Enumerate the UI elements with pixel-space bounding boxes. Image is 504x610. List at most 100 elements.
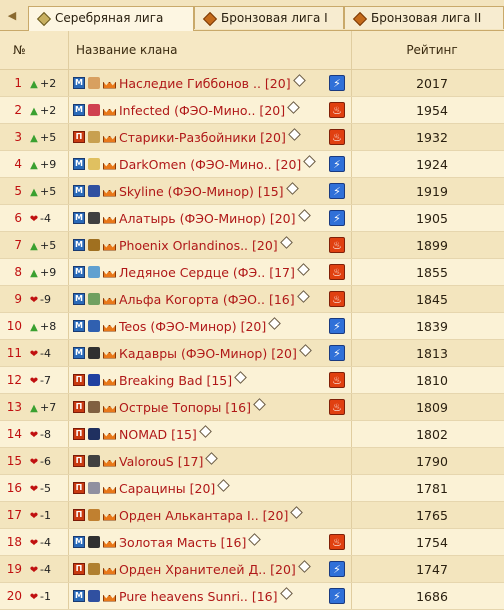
tab-silver-league[interactable]: Серебряная лига [28, 6, 194, 31]
clan-info-icon[interactable] [253, 398, 266, 411]
clan-info-icon[interactable] [297, 263, 310, 276]
clan-name-link[interactable]: Старики-Разбойники [20] [119, 130, 286, 145]
clan-name-link[interactable]: Breaking Bad [15] [119, 373, 232, 388]
rank-cell: 15❤-6 [0, 448, 69, 475]
clan-info-icon[interactable] [217, 479, 230, 492]
clan-type-badge-icon: П [73, 482, 85, 494]
clan-name-link[interactable]: Золотая Масть [16] [119, 535, 246, 550]
clan-name-link[interactable]: Альфа Когорта (ФЭО.. [16] [119, 292, 295, 307]
clan-info-icon[interactable] [297, 290, 310, 303]
clan-info-icon[interactable] [298, 560, 311, 573]
clan-info-icon[interactable] [234, 371, 247, 384]
clan-emblem-icon [88, 401, 100, 413]
lightning-icon: ⚡ [329, 561, 345, 577]
lightning-icon: ⚡ [329, 75, 345, 91]
clan-info-icon[interactable] [268, 317, 281, 330]
clan-type-badge-icon: M [73, 320, 85, 332]
clan-name-link[interactable]: Орден Хранителей Д.. [20] [119, 562, 296, 577]
clan-info-icon[interactable] [303, 155, 316, 168]
rank-number: 2 [0, 103, 22, 117]
clan-name-link[interactable]: Алатырь (ФЭО-Минор) [20] [119, 211, 296, 226]
back-arrow-icon[interactable]: ◀ [4, 8, 20, 24]
clan-info-icon[interactable] [206, 452, 219, 465]
rank-cell: 7▲+5 [0, 232, 69, 259]
clan-type-badge-icon: П [73, 131, 85, 143]
arrow-up-icon: ▲ [28, 160, 40, 171]
clan-info-icon[interactable] [290, 506, 303, 519]
clan-name-link[interactable]: Skyline (ФЭО-Минор) [15] [119, 184, 284, 199]
clan-info-icon[interactable] [280, 236, 293, 249]
crown-icon [103, 537, 116, 548]
clan-name-link[interactable]: NOMAD [15] [119, 427, 197, 442]
clan-emblem-icon [88, 104, 100, 116]
fire-icon: ♨ [329, 291, 345, 307]
clan-name-link[interactable]: Phoenix Orlandinos.. [20] [119, 238, 278, 253]
clan-info-icon[interactable] [298, 209, 311, 222]
rank-number: 20 [0, 589, 22, 603]
crown-icon [103, 348, 116, 359]
clan-info-icon[interactable] [299, 344, 312, 357]
clan-emblem-icon [88, 266, 100, 278]
clan-name-link[interactable]: Ледяное Сердце (ФЭ.. [17] [119, 265, 295, 280]
clan-name-link[interactable]: DarkOmen (ФЭО-Мино.. [20] [119, 157, 301, 172]
lightning-icon: ⚡ [329, 183, 345, 199]
clan-cell: П Сарацины [20] [69, 475, 352, 502]
fire-icon: ♨ [329, 129, 345, 145]
clan-name-link[interactable]: Орден Алькантара I.. [20] [119, 508, 288, 523]
tab-bronze-league-2[interactable]: Бронзовая лига II [344, 6, 504, 29]
crown-icon [103, 294, 116, 305]
heart-down-icon: ❤ [28, 592, 40, 603]
clan-info-icon[interactable] [287, 101, 300, 114]
clan-name-link[interactable]: Pure heavens Sunri.. [16] [119, 589, 278, 604]
column-header-rating[interactable]: Рейтинг [352, 31, 504, 70]
rank-cell: 2▲+2 [0, 97, 69, 124]
clan-name-link[interactable]: Острые Топоры [16] [119, 400, 251, 415]
rank-cell: 3▲+5 [0, 124, 69, 151]
crown-icon [103, 591, 116, 602]
tab-bronze-league-1[interactable]: Бронзовая лига I [194, 6, 344, 29]
clan-name-link[interactable]: Сарацины [20] [119, 481, 215, 496]
rank-cell: 11❤-4 [0, 340, 69, 367]
clan-info-icon[interactable] [288, 128, 301, 141]
rank-change: -5 [40, 482, 62, 495]
clan-info-icon[interactable] [293, 74, 306, 87]
clan-info-icon[interactable] [280, 587, 293, 600]
clan-name-link[interactable]: ValorouS [17] [119, 454, 203, 469]
rank-number: 3 [0, 130, 22, 144]
clan-info-icon[interactable] [248, 533, 261, 546]
rating-value: 1747 [352, 556, 504, 583]
clan-name-link[interactable]: Infected (ФЭО-Мино.. [20] [119, 103, 285, 118]
clan-name-link[interactable]: Наследие Гиббонов .. [20] [119, 76, 291, 91]
rank-change: -6 [40, 455, 62, 468]
clan-name-link[interactable]: Кадавры (ФЭО-Минор) [20] [119, 346, 297, 361]
clan-emblem-icon [88, 239, 100, 251]
clan-info-icon[interactable] [199, 425, 212, 438]
clan-name-link[interactable]: Teos (ФЭО-Минор) [20] [119, 319, 266, 334]
clan-info-icon[interactable] [286, 182, 299, 195]
lightning-icon: ⚡ [329, 210, 345, 226]
rating-value: 1919 [352, 178, 504, 205]
